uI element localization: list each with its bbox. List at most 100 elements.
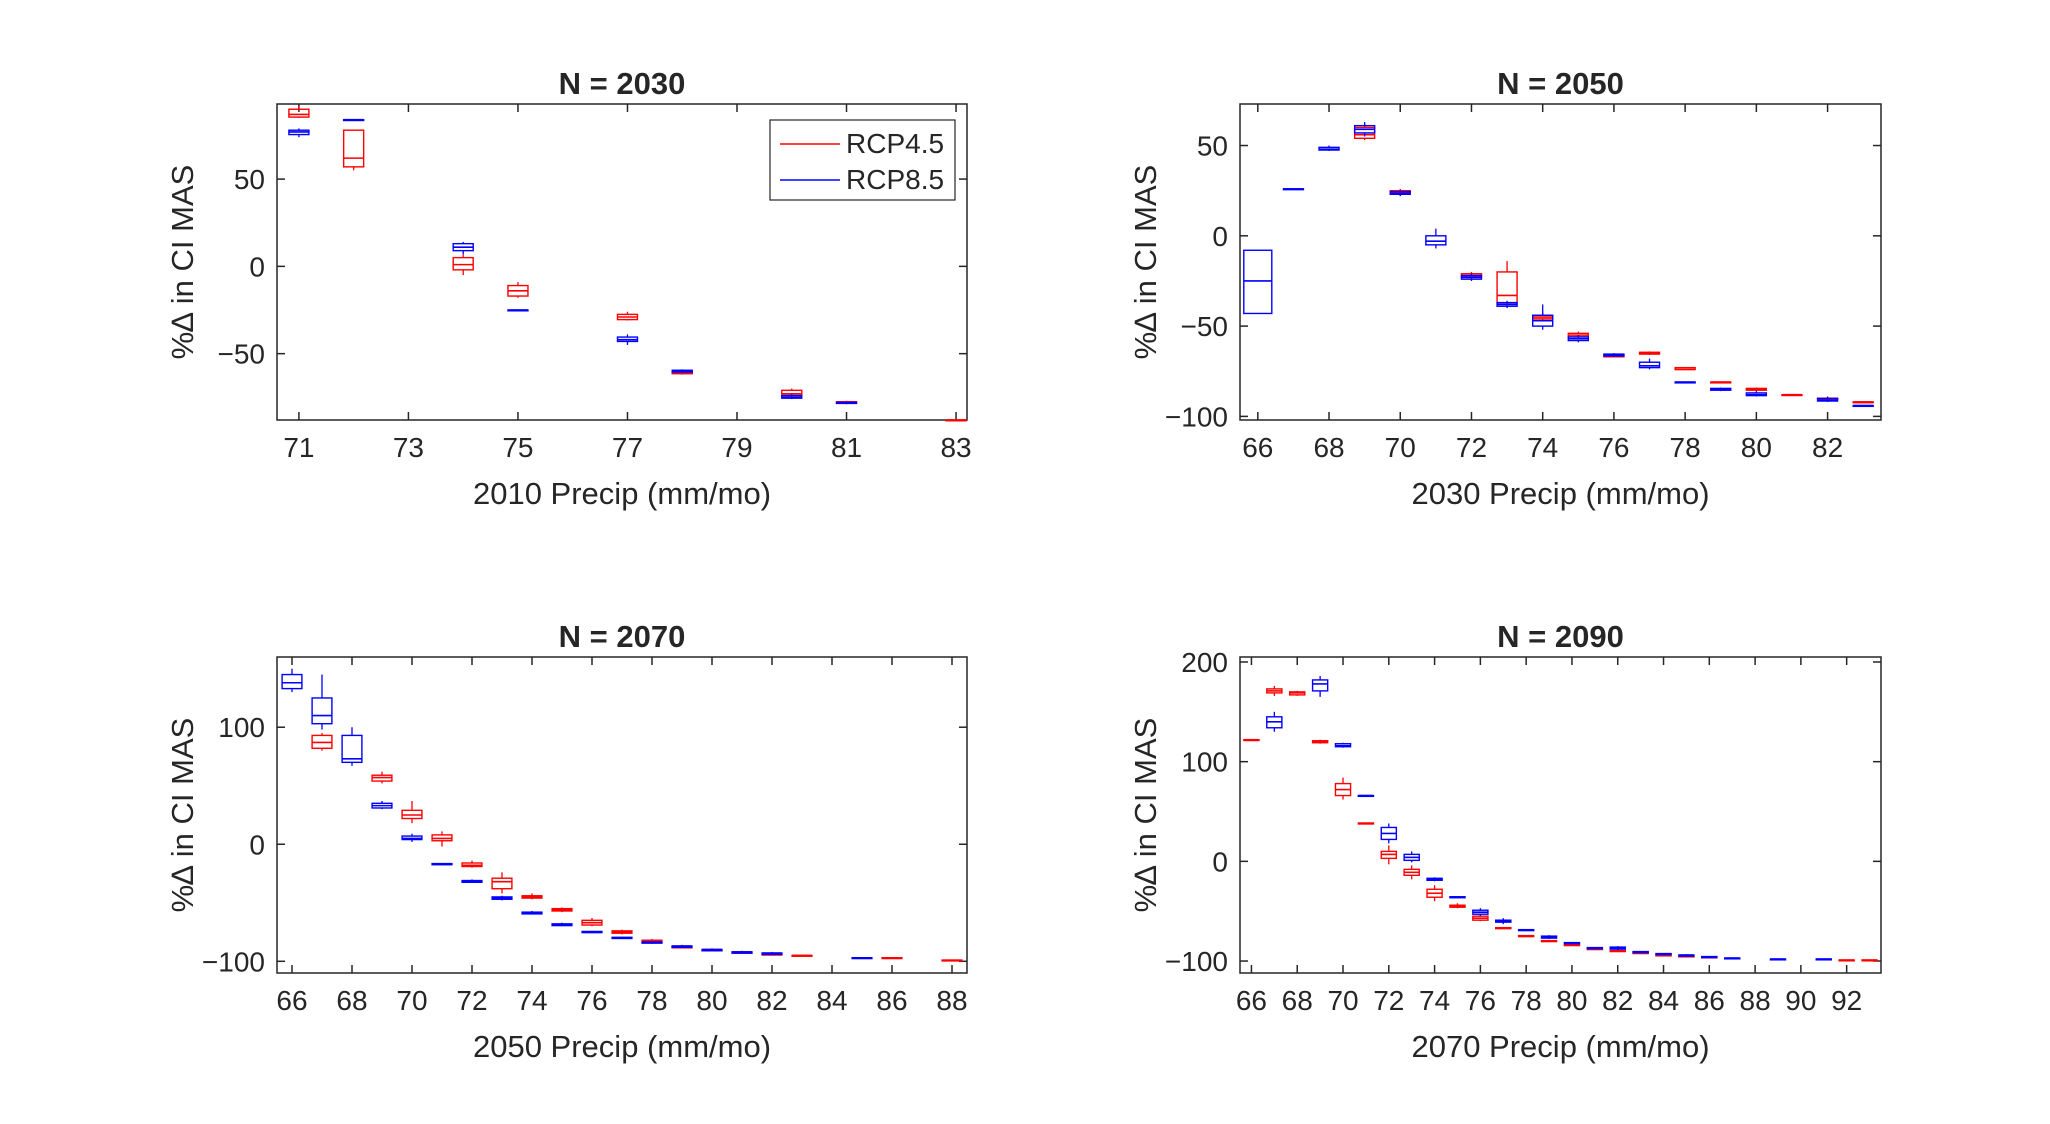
box <box>288 108 310 118</box>
box-plot <box>311 733 333 751</box>
box-plot <box>1769 958 1787 961</box>
box-plot <box>1517 928 1535 932</box>
series-rcp8-5 <box>281 668 873 960</box>
x-tick-label: 73 <box>393 432 424 463</box>
box-plot <box>1861 959 1878 962</box>
series-rcp8-5 <box>288 118 858 405</box>
box <box>452 256 474 271</box>
x-axis-label: 2010 Precip (mm/mo) <box>473 476 771 511</box>
y-tick-label: 0 <box>1212 221 1228 252</box>
box-plot <box>341 727 363 766</box>
box-plot <box>551 907 573 913</box>
x-tick-label: 84 <box>1648 985 1679 1016</box>
axes-box <box>276 656 968 974</box>
y-tick-label: −100 <box>202 946 265 977</box>
box-plot <box>1380 845 1398 865</box>
box-plot <box>311 674 333 730</box>
x-tick-label: 70 <box>1385 432 1416 463</box>
y-tick-label: −100 <box>1165 401 1228 432</box>
legend: RCP4.5 RCP8.5 <box>769 119 956 201</box>
box-plot <box>611 936 633 940</box>
box-plot <box>731 950 753 954</box>
panel-3: 66 68 70 72 74 76 78 80 82 84 86 88 −100 0 100 N = 2070… <box>165 619 968 1064</box>
x-tick-label: 79 <box>721 432 752 463</box>
box-plot <box>1540 935 1558 940</box>
y-tick-label: 0 <box>249 829 265 860</box>
y-tick-label: 200 <box>1181 647 1228 678</box>
box-plot <box>1517 934 1535 938</box>
box-plot <box>1638 358 1661 370</box>
box-plot <box>288 128 310 138</box>
box-plot <box>1357 794 1375 798</box>
box-plot <box>581 917 603 927</box>
x-tick-label: 83 <box>940 432 971 463</box>
box-plot <box>281 668 303 693</box>
x-tick-label: 66 <box>276 985 307 1016</box>
box-plot <box>1723 957 1741 960</box>
axes-box <box>1239 103 1882 421</box>
box-plot <box>1403 865 1420 880</box>
box-plot <box>1495 918 1512 925</box>
box-plot <box>1563 943 1581 947</box>
x-tick-label: 78 <box>1670 432 1701 463</box>
box-plot <box>452 254 474 276</box>
box-plot <box>1288 690 1306 696</box>
box-plot <box>671 369 693 373</box>
box-plot <box>761 951 783 955</box>
x-axis-label: 2070 Precip (mm/mo) <box>1411 1029 1709 1064</box>
box-plot <box>1632 950 1649 954</box>
box-plot <box>521 910 543 915</box>
x-axis-label: 2030 Precip (mm/mo) <box>1411 476 1709 511</box>
box <box>341 734 363 764</box>
box-plot <box>1852 401 1874 404</box>
x-tick-label: 71 <box>283 432 314 463</box>
box-plot <box>507 282 529 298</box>
box-plot <box>1266 685 1283 696</box>
box-plot <box>1540 939 1558 943</box>
x-tick-label: 77 <box>612 432 643 463</box>
box-plot <box>781 393 803 400</box>
box-plot <box>1710 381 1732 384</box>
x-tick-label: 68 <box>1282 985 1313 1016</box>
y-tick-label: 0 <box>249 251 265 282</box>
x-tick-label: 81 <box>831 432 862 463</box>
chart-title: N = 2030 <box>559 66 686 101</box>
box-plot <box>1678 954 1695 957</box>
box-plot <box>701 948 723 952</box>
box-plot <box>1852 404 1874 408</box>
box-plot <box>491 895 513 901</box>
x-tick-label: 75 <box>502 432 533 463</box>
box-plot <box>616 311 639 321</box>
y-tick-label: 100 <box>218 712 265 743</box>
x-tick-label: 76 <box>576 985 607 1016</box>
box-plot <box>371 800 393 810</box>
box-plot <box>641 941 663 944</box>
box-plot <box>1496 300 1518 309</box>
panel-4: 66 68 70 72 74 76 78 80 82 84 86 88 90 92 −100 0 100 200 N… <box>1128 619 1882 1064</box>
x-tick-label: 76 <box>1598 432 1629 463</box>
box-plot <box>1745 387 1768 392</box>
box-plot <box>616 334 639 345</box>
x-tick-label: 76 <box>1465 985 1496 1016</box>
x-tick-label: 70 <box>396 985 427 1016</box>
box-plot <box>945 419 967 422</box>
box-plot <box>461 879 483 883</box>
box-plot <box>1655 952 1672 956</box>
box-plot <box>1449 896 1466 899</box>
box-plot <box>342 129 365 171</box>
x-tick-label: 84 <box>816 985 847 1016</box>
box <box>1638 361 1661 369</box>
box-plot <box>1638 351 1661 355</box>
box-plot <box>1353 122 1376 137</box>
box-plot <box>1425 228 1447 249</box>
box-plot <box>1701 955 1718 959</box>
box-plot <box>941 959 963 962</box>
box-plot <box>1815 958 1833 961</box>
box-plot <box>1380 823 1398 844</box>
chart-title: N = 2090 <box>1497 619 1624 654</box>
legend-label: RCP8.5 <box>846 164 944 195</box>
box-plot <box>1311 739 1329 744</box>
box-plot <box>551 922 573 927</box>
box-plot <box>1389 190 1411 197</box>
